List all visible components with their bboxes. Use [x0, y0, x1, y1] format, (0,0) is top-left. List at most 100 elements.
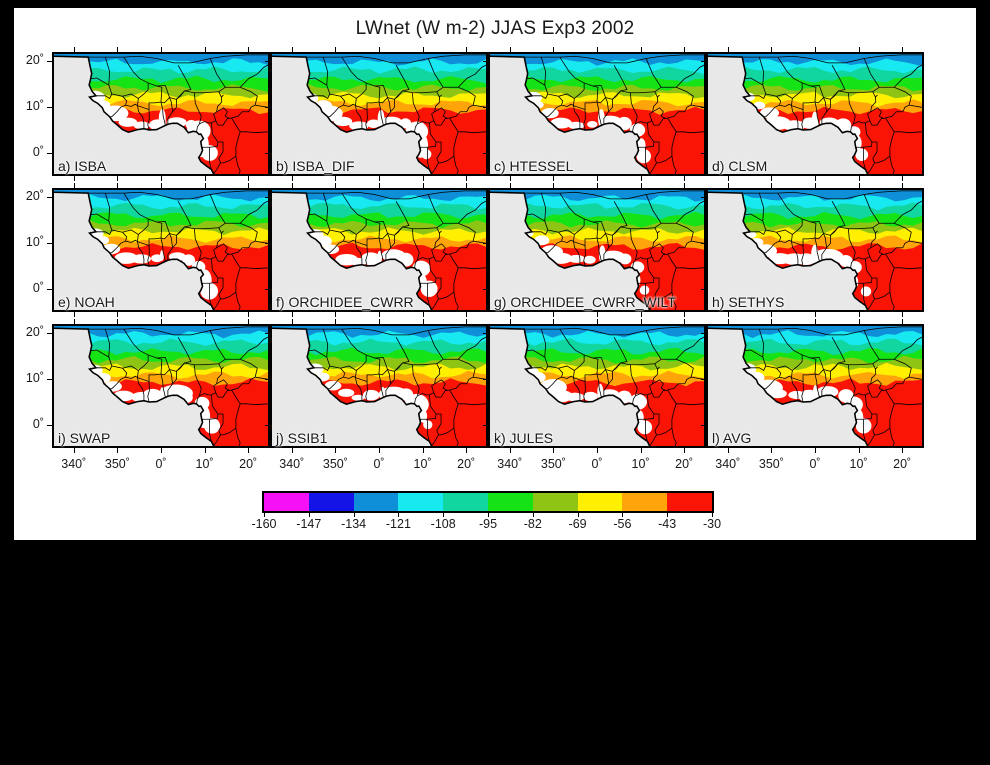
- x-tick-top: [73, 47, 75, 52]
- x-tick-top: [335, 47, 337, 52]
- panel-map-b: [270, 52, 488, 176]
- x-tick-top: [553, 47, 555, 52]
- x-tick: [553, 312, 555, 317]
- x-tick-top: [509, 47, 511, 52]
- y-tick: [483, 333, 488, 335]
- colorbar-swatch-7: [577, 493, 623, 511]
- x-tick: [815, 176, 816, 181]
- y-tick: [701, 243, 706, 245]
- panel-a: a) ISBA: [52, 52, 270, 176]
- x-tick-top: [640, 319, 642, 324]
- y-tick: [265, 379, 270, 381]
- x-tick: [466, 312, 468, 317]
- panel-d: d) CLSM: [706, 52, 924, 176]
- colorbar-tick: [622, 513, 624, 517]
- x-tick-top: [640, 183, 642, 188]
- x-tick: [858, 448, 860, 453]
- y-tick: [265, 153, 270, 155]
- colorbar-swatch-0: [264, 493, 309, 511]
- x-tick: [553, 448, 555, 453]
- x-tick-top: [684, 47, 686, 52]
- colorbar-tick-label: -43: [658, 517, 677, 531]
- y-tick: [47, 243, 52, 245]
- y-tick: [47, 61, 52, 63]
- colorbar-tick: [577, 513, 579, 517]
- y-tick: [483, 425, 488, 427]
- x-tick: [248, 312, 250, 317]
- panel-c: c) HTESSEL: [488, 52, 706, 176]
- x-tick-top: [422, 319, 424, 324]
- x-tick: [640, 448, 642, 453]
- x-axis-label: 10˚: [631, 457, 650, 471]
- x-tick-top: [771, 47, 773, 52]
- colorbar-swatch-4: [443, 493, 488, 511]
- x-tick-top: [117, 47, 119, 52]
- colorbar-swatch-2: [353, 493, 399, 511]
- x-axis-label: 20˚: [457, 457, 476, 471]
- x-tick-top: [727, 183, 729, 188]
- colorbar-tick: [532, 513, 534, 517]
- y-tick: [483, 197, 488, 199]
- x-tick: [684, 176, 686, 181]
- y-axis-label: 20˚: [25, 53, 44, 68]
- x-tick: [379, 448, 380, 453]
- colorbar-tick-label: -160: [251, 517, 277, 531]
- x-axis-label: 350˚: [758, 457, 784, 471]
- y-axis-label: 20˚: [25, 325, 44, 340]
- colorbar-tick-label: -147: [296, 517, 322, 531]
- x-tick: [597, 312, 598, 317]
- x-tick-top: [597, 47, 598, 52]
- x-tick: [335, 176, 337, 181]
- colorbar-tick: [264, 513, 265, 517]
- x-tick: [815, 448, 816, 453]
- x-tick: [248, 176, 250, 181]
- x-tick: [902, 176, 904, 181]
- x-tick-top: [379, 183, 380, 188]
- y-tick: [483, 153, 488, 155]
- y-tick: [701, 107, 706, 109]
- x-tick-top: [858, 319, 860, 324]
- x-axis-label: 20˚: [239, 457, 258, 471]
- x-axis-label: 20˚: [675, 457, 694, 471]
- x-tick-top: [509, 183, 511, 188]
- x-tick: [291, 448, 293, 453]
- x-tick-top: [248, 47, 250, 52]
- panel-map-a: [52, 52, 270, 176]
- panel-i: i) SWAP: [52, 324, 270, 448]
- x-tick: [771, 448, 773, 453]
- x-tick: [597, 448, 598, 453]
- x-tick: [335, 448, 337, 453]
- x-tick: [509, 176, 511, 181]
- x-tick-top: [422, 47, 424, 52]
- y-tick: [265, 243, 270, 245]
- x-tick: [727, 448, 729, 453]
- x-tick: [815, 312, 816, 317]
- x-tick-top: [684, 319, 686, 324]
- x-axis-label: 340˚: [61, 457, 87, 471]
- x-tick: [73, 448, 75, 453]
- x-axis-label: 0˚: [809, 457, 821, 471]
- x-tick: [161, 312, 162, 317]
- colorbar-swatch-9: [667, 493, 712, 511]
- x-tick-top: [422, 183, 424, 188]
- x-tick-top: [291, 183, 293, 188]
- y-tick: [265, 107, 270, 109]
- colorbar-tick: [712, 513, 713, 517]
- colorbar-tick-label: -95: [478, 517, 498, 531]
- x-tick-top: [335, 183, 337, 188]
- colorbar-swatch-3: [398, 493, 444, 511]
- colorbar-swatch-6: [532, 493, 578, 511]
- colorbar-tick-label: -82: [523, 517, 542, 531]
- panel-map-k: [488, 324, 706, 448]
- colorbar-tick-label: -69: [568, 517, 587, 531]
- x-tick-top: [204, 183, 206, 188]
- colorbar-tick: [443, 513, 445, 517]
- x-tick-top: [815, 183, 816, 188]
- x-tick: [727, 312, 729, 317]
- y-tick: [265, 333, 270, 335]
- x-tick-top: [335, 319, 337, 324]
- panel-map-g: [488, 188, 706, 312]
- x-tick-top: [902, 47, 904, 52]
- x-tick-top: [73, 183, 75, 188]
